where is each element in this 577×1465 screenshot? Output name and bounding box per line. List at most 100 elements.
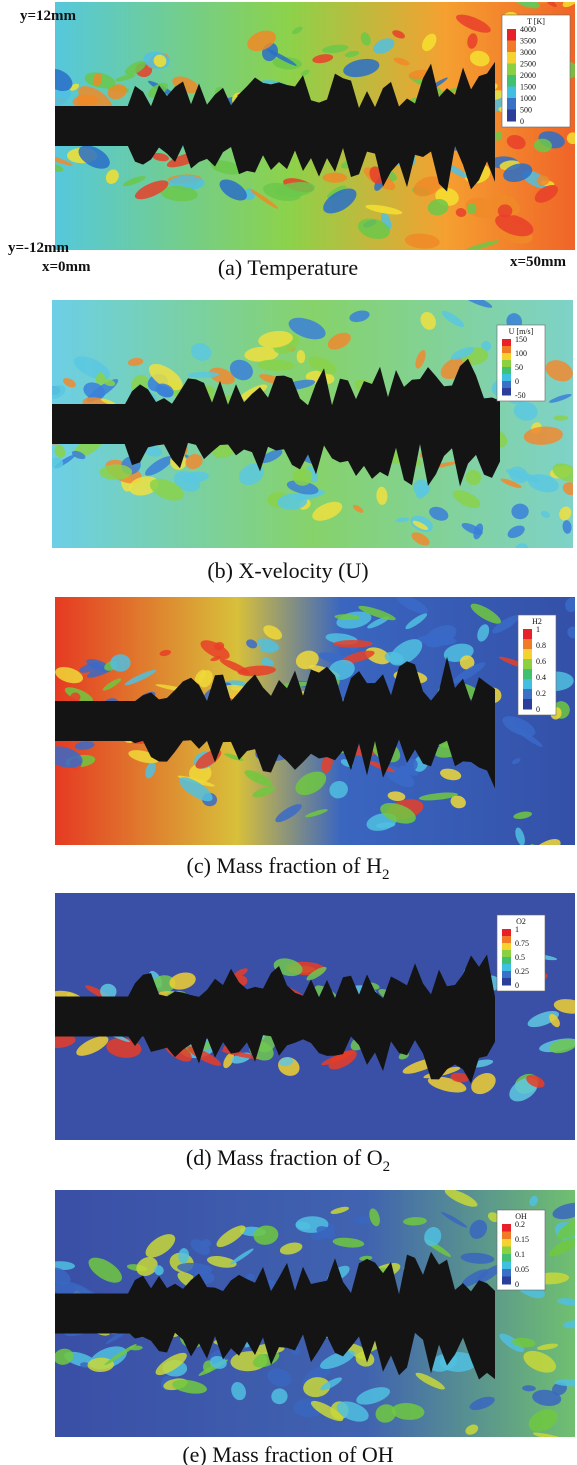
colorbar-cell bbox=[502, 971, 511, 979]
flow-structure bbox=[542, 1444, 574, 1465]
caption-text: (c) Mass fraction of H bbox=[187, 853, 383, 878]
colorbar-tick-label: 4000 bbox=[520, 25, 536, 34]
colorbar-cell bbox=[502, 388, 511, 396]
colorbar-cell bbox=[507, 110, 516, 122]
colorbar-cell bbox=[507, 41, 516, 53]
colorbar-cell bbox=[523, 659, 532, 670]
colorbar-cell bbox=[502, 339, 511, 347]
colorbar-cell bbox=[502, 1247, 511, 1255]
colorbar-tick-label: 100 bbox=[515, 349, 527, 358]
flow-structure bbox=[565, 565, 577, 577]
colorbar-tick-label: 2000 bbox=[520, 71, 536, 80]
colorbar-cell bbox=[502, 1262, 511, 1270]
flow-structure bbox=[323, 173, 348, 183]
colorbar-tick-label: 2500 bbox=[520, 60, 536, 69]
colorbar-tick-label: 0.1 bbox=[515, 1250, 525, 1259]
contour-plot bbox=[36, 278, 577, 577]
contour-plot bbox=[43, 573, 577, 870]
caption: (c) Mass fraction of H2 bbox=[187, 853, 390, 883]
colorbar-tick-label: 0 bbox=[520, 117, 524, 126]
caption: (e) Mass fraction of OH bbox=[182, 1442, 393, 1465]
colorbar-tick-label: 0.25 bbox=[515, 967, 529, 976]
colorbar-tick-label: 1500 bbox=[520, 83, 536, 92]
colorbar-cell bbox=[523, 679, 532, 690]
colorbar-tick-label: 1000 bbox=[520, 94, 536, 103]
colorbar-tick-label: 0.2 bbox=[536, 689, 546, 698]
colorbar-cell bbox=[502, 943, 511, 951]
colorbar-cell bbox=[523, 669, 532, 680]
colorbar-tick-label: 0 bbox=[515, 377, 519, 386]
flow-structure bbox=[511, 504, 528, 520]
flow-structure bbox=[543, 553, 575, 577]
colorbar-tick-label: 0 bbox=[515, 981, 519, 990]
colorbar-cell bbox=[507, 52, 516, 64]
flow-structure bbox=[488, 278, 516, 300]
colorbar-tick-label: 0.6 bbox=[536, 657, 546, 666]
colorbar-tick-label: 3500 bbox=[520, 37, 536, 46]
colorbar-cell bbox=[502, 374, 511, 382]
colorbar-tick-label: 50 bbox=[515, 363, 523, 372]
caption-subscript: 2 bbox=[383, 1159, 391, 1175]
colorbar-cell bbox=[502, 367, 511, 375]
colorbar-tick-label: 1 bbox=[515, 925, 519, 934]
axis-label: x=50mm bbox=[510, 254, 567, 270]
colorbar-cell bbox=[502, 346, 511, 354]
jet-inlet bbox=[52, 404, 142, 444]
jet-inlet bbox=[55, 106, 145, 146]
contour-plot bbox=[38, 0, 577, 253]
colorbar-cell bbox=[502, 964, 511, 972]
colorbar-tick-label: 0.5 bbox=[515, 953, 525, 962]
colorbar-tick-label: 0.75 bbox=[515, 939, 529, 948]
colorbar-tick-label: 150 bbox=[515, 335, 527, 344]
colorbar-tick-label: 0.05 bbox=[515, 1265, 529, 1274]
colorbar-tick-label: 0 bbox=[536, 705, 540, 714]
colorbar-cell bbox=[502, 360, 511, 368]
colorbar-cell bbox=[502, 929, 511, 937]
colorbar-cell bbox=[502, 957, 511, 965]
jet-inlet bbox=[55, 1294, 145, 1334]
caption: (d) Mass fraction of O2 bbox=[186, 1145, 390, 1175]
colorbar-cell bbox=[523, 699, 532, 710]
colorbar-cell bbox=[502, 1269, 511, 1277]
colorbar-cell bbox=[502, 978, 511, 986]
jet-inlet bbox=[55, 701, 145, 741]
colorbar-cell bbox=[502, 936, 511, 944]
colorbar-tick-label: 0.8 bbox=[536, 641, 546, 650]
colorbar-cell bbox=[502, 1232, 511, 1240]
colorbar-cell bbox=[523, 649, 532, 660]
colorbar-tick-label: 1 bbox=[536, 625, 540, 634]
colorbar-cell bbox=[507, 98, 516, 110]
colorbar-tick-label: 0.2 bbox=[515, 1220, 525, 1229]
caption-text: (e) Mass fraction of OH bbox=[182, 1442, 393, 1465]
colorbar-tick-label: 500 bbox=[520, 106, 532, 115]
colorbar-cell bbox=[502, 950, 511, 958]
colorbar-cell bbox=[523, 689, 532, 700]
caption-text: (b) X-velocity (U) bbox=[207, 558, 368, 583]
colorbar-cell bbox=[523, 639, 532, 650]
colorbar-cell bbox=[502, 1277, 511, 1285]
colorbar-cell bbox=[502, 381, 511, 389]
figure: T [K]40003500300025002000150010005000(a)… bbox=[0, 0, 577, 1465]
caption-subscript: 2 bbox=[382, 867, 390, 883]
caption: (b) X-velocity (U) bbox=[207, 558, 368, 583]
colorbar-cell bbox=[502, 1254, 511, 1262]
caption: (a) Temperature bbox=[218, 255, 358, 280]
caption-text: (d) Mass fraction of O bbox=[186, 1145, 383, 1170]
axis-label: y=-12mm bbox=[8, 240, 70, 256]
colorbar-cell bbox=[523, 629, 532, 640]
colorbar-tick-label: 3000 bbox=[520, 48, 536, 57]
colorbar-cell bbox=[507, 87, 516, 99]
colorbar-tick-label: -50 bbox=[515, 391, 526, 400]
colorbar-cell bbox=[507, 64, 516, 76]
axis-label: y=12mm bbox=[20, 8, 77, 24]
jet-inlet bbox=[55, 997, 145, 1037]
axis-label: x=0mm bbox=[42, 259, 91, 275]
caption-text: (a) Temperature bbox=[218, 255, 358, 280]
colorbar-tick-label: 0.15 bbox=[515, 1235, 529, 1244]
colorbar-tick-label: 0 bbox=[515, 1280, 519, 1289]
colorbar-cell bbox=[502, 1239, 511, 1247]
colorbar-cell bbox=[502, 353, 511, 361]
flow-structure bbox=[533, 573, 544, 588]
colorbar-cell bbox=[502, 1224, 511, 1232]
colorbar-tick-label: 0.4 bbox=[536, 673, 546, 682]
